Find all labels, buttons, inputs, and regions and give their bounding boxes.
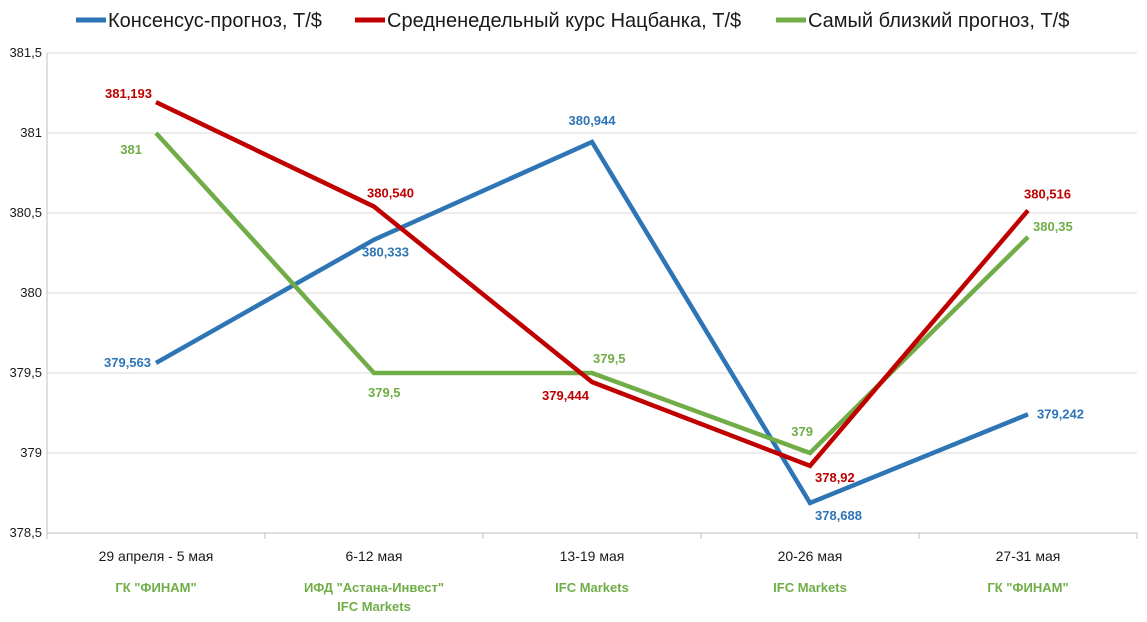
source-label: IFC Markets <box>555 580 629 595</box>
y-tick-label: 380,5 <box>9 205 42 220</box>
legend-label-consensus: Консенсус-прогноз, Т/$ <box>108 10 322 32</box>
x-category-label: 29 апреля - 5 мая <box>99 548 214 564</box>
source-label: IFC Markets <box>337 599 411 614</box>
data-label: 381 <box>120 142 142 157</box>
series-line <box>155 100 1030 469</box>
data-label: 379,444 <box>542 388 590 403</box>
y-tick-label: 379 <box>20 445 42 460</box>
x-category-label: 20-26 мая <box>778 548 843 564</box>
data-label: 379,242 <box>1037 406 1084 421</box>
source-label: ИФД "Астана-Инвест" <box>304 580 444 595</box>
data-label: 379,5 <box>593 351 626 366</box>
data-label: 381,193 <box>105 86 152 101</box>
data-label: 379,563 <box>104 355 151 370</box>
source-label: ГК "ФИНАМ" <box>115 580 196 595</box>
x-axis: 29 апреля - 5 мая ГК "ФИНАМ" 6-12 мая ИФД "… <box>46 532 1138 614</box>
data-label: 378,688 <box>815 508 862 523</box>
source-label: ГК "ФИНАМ" <box>987 580 1068 595</box>
data-labels: 379,563 380,333 380,944 378,688 379,242 381,1… <box>104 86 1084 523</box>
x-category-label: 6-12 мая <box>346 548 403 564</box>
data-label: 379,5 <box>368 385 401 400</box>
series-lines <box>154 100 1030 506</box>
y-tick-label: 381,5 <box>9 45 42 60</box>
y-tick-label: 381 <box>20 125 42 140</box>
legend: Консенсус-прогноз, Т/$ Средненедельный к… <box>76 10 1069 32</box>
series-line <box>154 139 1029 506</box>
y-tick-label: 379,5 <box>9 365 42 380</box>
x-category-label: 13-19 мая <box>560 548 625 564</box>
source-label: IFC Markets <box>773 580 847 595</box>
y-tick-label: 380 <box>20 285 42 300</box>
data-label: 380,333 <box>362 245 409 260</box>
legend-label-nbrk: Средненедельный курс Нацбанка, Т/$ <box>387 10 741 32</box>
data-label: 380,540 <box>367 186 414 201</box>
data-label: 380,35 <box>1033 219 1073 234</box>
y-tick-label: 378,5 <box>9 525 42 540</box>
y-axis: 378,5 379 379,5 380 380,5 381 381,5 <box>9 45 48 540</box>
x-category-label: 27-31 мая <box>996 548 1061 564</box>
data-label: 379 <box>791 424 813 439</box>
data-label: 380,516 <box>1024 186 1071 201</box>
data-label: 380,944 <box>569 113 617 128</box>
data-label: 378,92 <box>815 470 855 485</box>
legend-label-closest: Самый близкий прогноз, Т/$ <box>808 10 1069 32</box>
